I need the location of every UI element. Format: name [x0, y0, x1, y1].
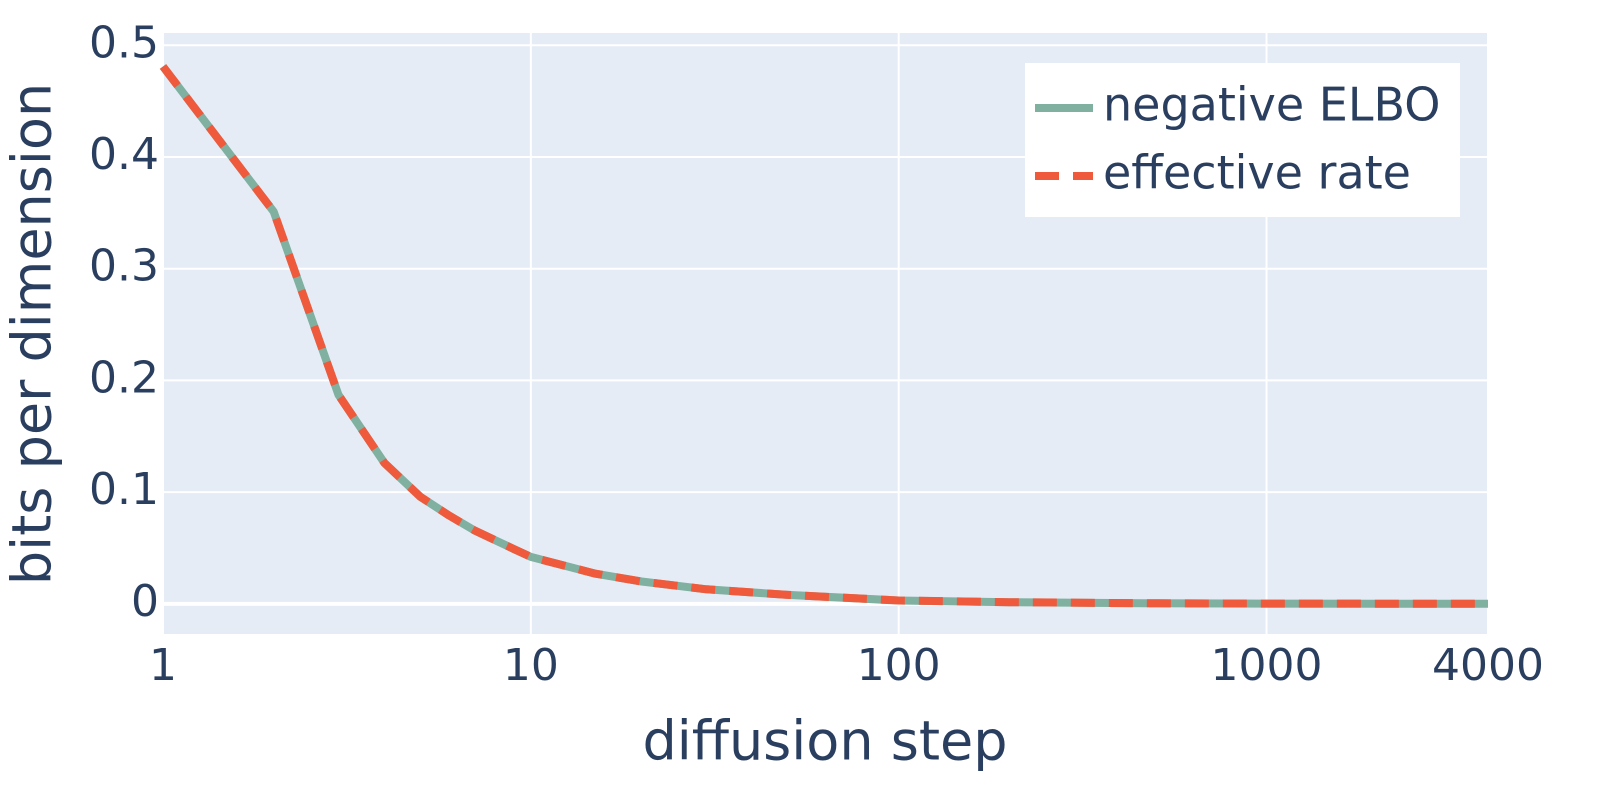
legend-label: negative ELBO [1103, 78, 1440, 132]
y-tick-label: 0.5 [89, 17, 159, 68]
y-tick-label: 0 [131, 576, 159, 627]
y-tick-label: 0.2 [89, 352, 159, 403]
series-line [159, 64, 1489, 608]
y-axis-title: bits per dimension [1, 83, 64, 585]
legend: negative ELBO effective rate [1025, 63, 1460, 217]
y-tick-label: 0.1 [89, 464, 159, 515]
x-tick-label: 4000 [1432, 640, 1544, 691]
x-tick-label: 1000 [1211, 640, 1323, 691]
legend-box [1025, 63, 1460, 217]
x-axis-title: diffusion step [642, 710, 1007, 773]
x-tick-label: 10 [503, 640, 559, 691]
x-tick-label: 1 [149, 640, 177, 691]
y-tick-label: 0.4 [89, 129, 159, 180]
legend-label: effective rate [1103, 146, 1411, 200]
y-tick-label: 0.3 [89, 241, 159, 292]
x-tick-label: 100 [857, 640, 941, 691]
